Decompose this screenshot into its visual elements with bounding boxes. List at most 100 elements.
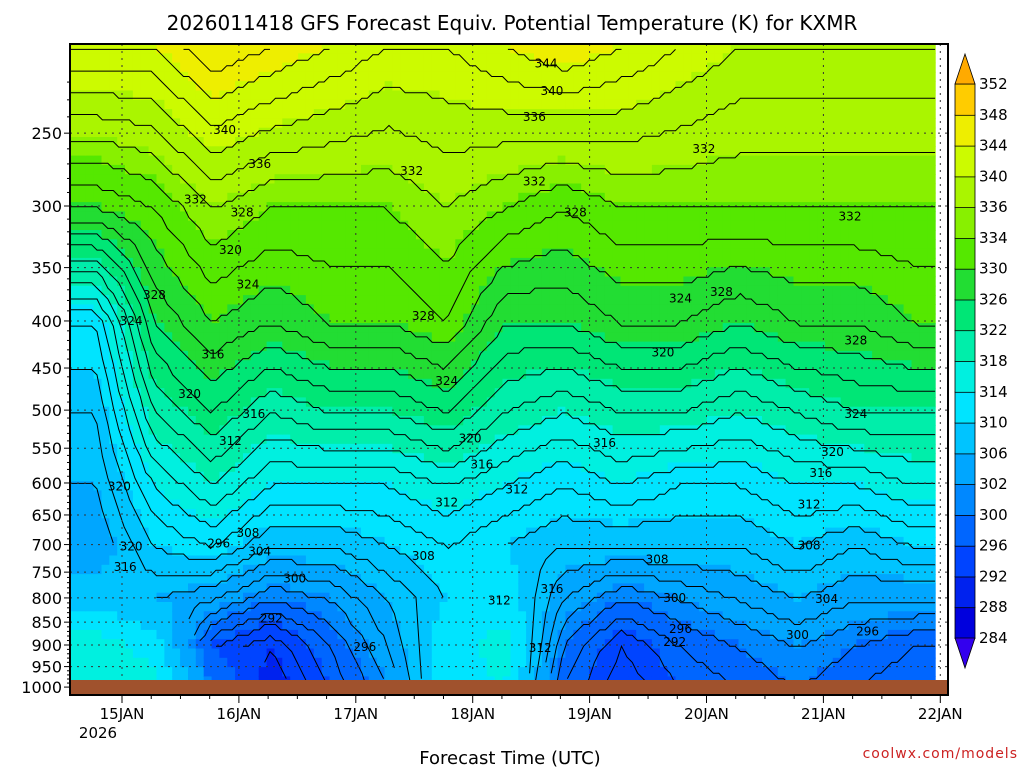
heatmap-cell bbox=[70, 71, 79, 82]
heatmap-cell bbox=[431, 546, 441, 557]
heatmap-cell bbox=[274, 648, 283, 659]
heatmap-cell bbox=[463, 146, 472, 157]
heatmap-cell bbox=[486, 527, 496, 538]
heatmap-cell bbox=[518, 127, 527, 138]
heatmap-cell bbox=[541, 127, 551, 138]
heatmap-cell bbox=[534, 118, 543, 129]
heatmap-cell bbox=[235, 192, 244, 203]
heatmap-cell bbox=[282, 397, 291, 408]
heatmap-cell bbox=[345, 230, 354, 240]
heatmap-cell bbox=[227, 44, 236, 54]
heatmap-cell bbox=[581, 211, 590, 222]
heatmap-cell bbox=[463, 90, 472, 101]
heatmap-cell bbox=[195, 360, 205, 371]
heatmap-cell bbox=[447, 499, 456, 510]
heatmap-cell bbox=[250, 118, 260, 129]
heatmap-cell bbox=[211, 211, 221, 222]
heatmap-cell bbox=[392, 639, 401, 650]
heatmap-cell bbox=[439, 62, 449, 73]
heatmap-cell bbox=[70, 90, 79, 101]
heatmap-cell bbox=[518, 648, 527, 659]
heatmap-cell bbox=[219, 667, 228, 677]
heatmap-cell bbox=[164, 388, 173, 398]
heatmap-cell bbox=[549, 341, 559, 352]
heatmap-cell bbox=[581, 509, 590, 519]
heatmap-cell bbox=[250, 518, 260, 529]
heatmap-cell bbox=[188, 574, 197, 584]
heatmap-cell bbox=[518, 304, 527, 315]
heatmap-cell bbox=[298, 230, 307, 240]
heatmap-cell bbox=[557, 629, 567, 640]
heatmap-cell bbox=[549, 90, 559, 101]
heatmap-cell bbox=[258, 90, 268, 101]
heatmap-cell bbox=[211, 127, 221, 138]
heatmap-cell bbox=[384, 81, 394, 92]
heatmap-cell bbox=[329, 81, 338, 92]
heatmap-cell bbox=[93, 99, 103, 110]
heatmap-cell bbox=[258, 518, 268, 529]
heatmap-cell bbox=[235, 239, 244, 250]
heatmap-cell bbox=[85, 564, 95, 575]
heatmap-cell bbox=[455, 71, 464, 82]
heatmap-cell bbox=[329, 285, 338, 296]
heatmap-cell bbox=[416, 378, 425, 389]
heatmap-cell bbox=[423, 118, 433, 129]
heatmap-cell bbox=[329, 518, 338, 529]
heatmap-cell bbox=[620, 620, 629, 631]
heatmap-cell bbox=[156, 639, 165, 650]
heatmap-cell bbox=[243, 239, 252, 250]
heatmap-cell bbox=[219, 350, 228, 361]
heatmap-cell bbox=[596, 536, 606, 547]
heatmap-cell bbox=[526, 230, 535, 240]
heatmap-cell bbox=[211, 555, 221, 566]
heatmap-cell bbox=[125, 81, 134, 92]
heatmap-cell bbox=[172, 239, 181, 250]
heatmap-cell bbox=[455, 574, 464, 584]
heatmap-cell bbox=[93, 388, 103, 398]
heatmap-cell bbox=[125, 629, 134, 640]
heatmap-cell bbox=[164, 109, 173, 119]
heatmap-cell bbox=[211, 183, 221, 194]
heatmap-cell bbox=[258, 220, 268, 231]
heatmap-cell bbox=[368, 155, 378, 166]
heatmap-cell bbox=[620, 44, 629, 54]
heatmap-cell bbox=[274, 602, 283, 612]
heatmap-cell bbox=[384, 341, 394, 352]
heatmap-cell bbox=[486, 629, 496, 640]
heatmap-cell bbox=[604, 406, 614, 417]
heatmap-cell bbox=[70, 657, 79, 668]
heatmap-cell bbox=[463, 332, 472, 343]
heatmap-cell bbox=[455, 592, 464, 603]
heatmap-cell bbox=[266, 304, 276, 315]
heatmap-cell bbox=[455, 602, 464, 612]
heatmap-cell bbox=[337, 360, 346, 371]
heatmap-cell bbox=[140, 183, 150, 194]
heatmap-cell bbox=[400, 629, 409, 640]
heatmap-cell bbox=[132, 174, 142, 185]
heatmap-cell bbox=[345, 174, 354, 185]
heatmap-cell bbox=[463, 155, 472, 166]
heatmap-cell bbox=[518, 443, 527, 454]
heatmap-cell bbox=[431, 62, 441, 73]
heatmap-cell bbox=[439, 527, 449, 538]
heatmap-cell bbox=[463, 62, 472, 73]
heatmap-cell bbox=[266, 350, 276, 361]
heatmap-cell bbox=[266, 453, 276, 464]
heatmap-cell bbox=[368, 481, 378, 491]
heatmap-cell bbox=[321, 192, 331, 203]
heatmap-cell bbox=[518, 313, 527, 324]
heatmap-cell bbox=[471, 164, 480, 175]
heatmap-cell bbox=[612, 462, 622, 473]
heatmap-cell bbox=[431, 295, 441, 305]
heatmap-cell bbox=[486, 323, 496, 333]
heatmap-cell bbox=[408, 90, 417, 101]
heatmap-cell bbox=[203, 285, 213, 296]
heatmap-cell bbox=[274, 490, 283, 501]
heatmap-cell bbox=[250, 71, 260, 82]
heatmap-cell bbox=[368, 602, 378, 612]
heatmap-cell bbox=[510, 434, 519, 445]
heatmap-cell bbox=[132, 453, 142, 464]
heatmap-cell bbox=[408, 239, 417, 250]
heatmap-cell bbox=[502, 248, 511, 259]
heatmap-cell bbox=[541, 490, 551, 501]
